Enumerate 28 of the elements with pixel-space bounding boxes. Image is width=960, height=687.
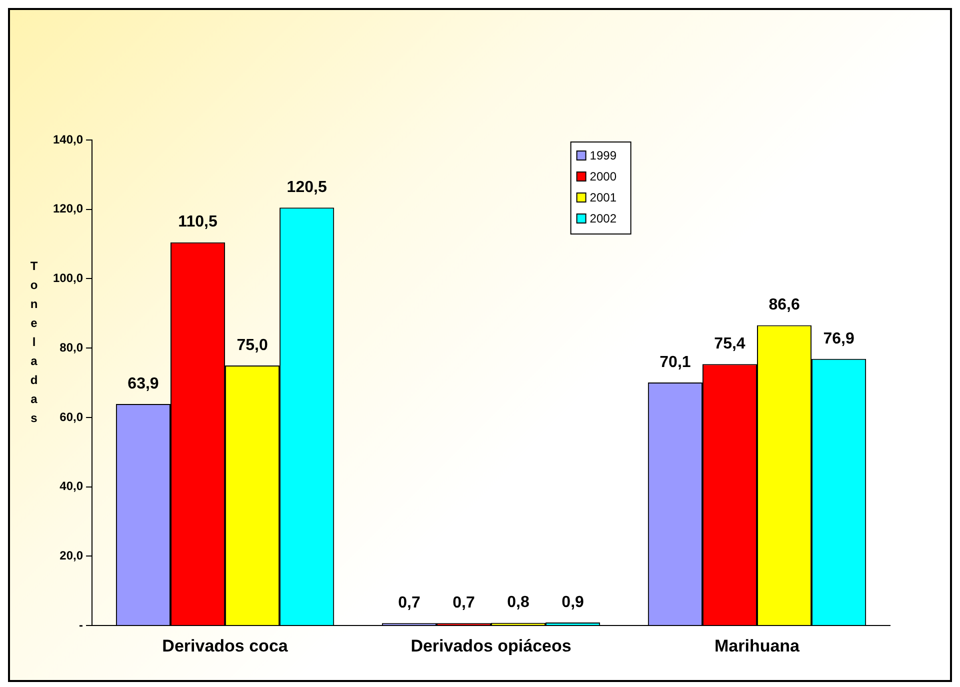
- text: Toneladas: [30, 259, 38, 426]
- data-label: 63,9: [128, 375, 159, 392]
- legend-label: 2000: [590, 169, 617, 184]
- y-tick-label: 40,0: [60, 479, 84, 494]
- legend-label: 2001: [590, 190, 617, 204]
- x-tick-label: Marihuana: [714, 636, 800, 656]
- data-label: 0,7: [398, 594, 420, 612]
- data-label: 75,0: [236, 336, 268, 354]
- y-tick-label: 60,0: [60, 410, 84, 424]
- x-tick-label: Derivados opiáceos: [410, 636, 572, 656]
- data-label: 0,9: [562, 594, 584, 611]
- legend-label: 2002: [590, 211, 617, 226]
- data-label: 76,9: [823, 330, 854, 348]
- y-tick-label: -: [79, 618, 84, 632]
- data-label: 120,5: [286, 179, 327, 196]
- y-tick-label: 20,0: [60, 548, 84, 563]
- y-tick-label: 120,0: [53, 202, 84, 216]
- data-label: 75,4: [714, 335, 746, 352]
- data-label: 70,1: [660, 354, 691, 371]
- y-tick-label: 100,0: [53, 271, 84, 286]
- data-label: 110,5: [178, 214, 218, 231]
- data-label: 86,6: [768, 296, 800, 314]
- data-label: 0,8: [507, 594, 530, 612]
- y-tick-label: 140,0: [53, 132, 84, 146]
- x-tick-label: Derivados coca: [162, 636, 288, 656]
- legend-label: 1999: [590, 148, 617, 162]
- data-label: 0,7: [452, 594, 475, 612]
- y-tick-label: 80,0: [60, 340, 84, 354]
